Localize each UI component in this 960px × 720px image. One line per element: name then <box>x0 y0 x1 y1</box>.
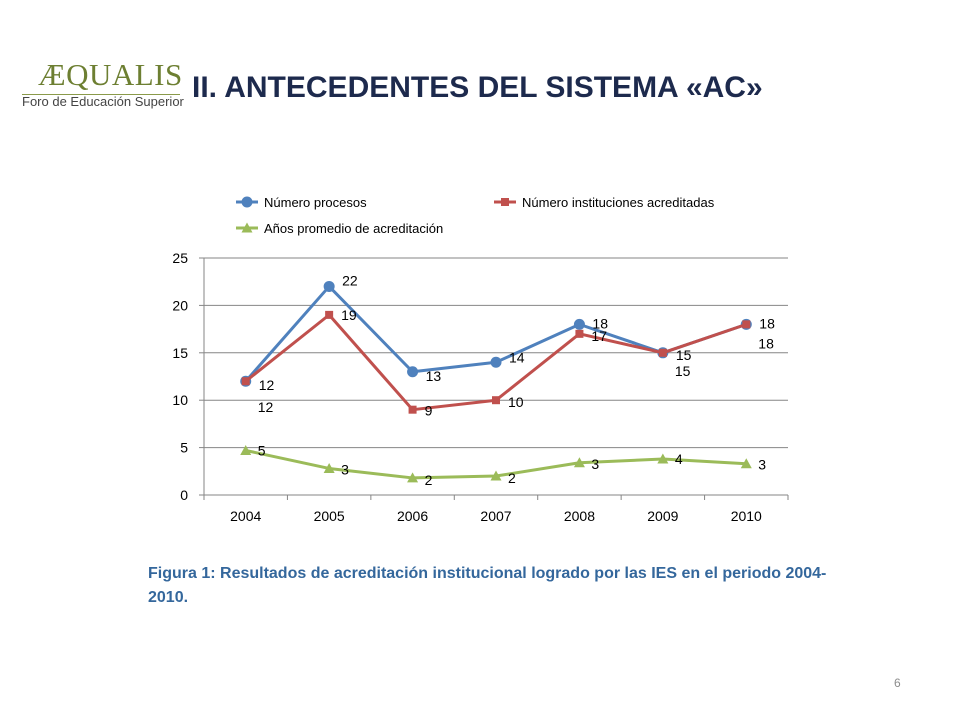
y-tick-label-10: 10 <box>172 392 188 408</box>
chart-legend: Número procesos Número instituciones acre… <box>236 195 715 236</box>
legend-marker <box>501 198 509 206</box>
logo-divider <box>22 94 180 95</box>
data-label-2006: 2 <box>425 472 433 488</box>
x-axis-tick-labels: 2004 2005 2006 2007 2008 2009 2010 <box>230 508 762 524</box>
data-point-2006 <box>407 366 419 378</box>
legend-label: Años promedio de acreditación <box>264 221 443 236</box>
series-2: 12 19 9 10 17 15 18 <box>241 307 774 419</box>
data-label-2004: 5 <box>258 442 266 458</box>
legend-marker <box>241 196 253 208</box>
gridlines <box>204 257 788 449</box>
data-point-2007 <box>490 356 502 368</box>
legend-label: Número instituciones acreditadas <box>522 195 715 210</box>
data-label-2008: 3 <box>591 456 599 472</box>
data-point-2006 <box>408 405 417 414</box>
y-tick-label-5: 5 <box>180 440 188 456</box>
data-label-2005: 22 <box>342 272 358 288</box>
x-tick-label-2005: 2005 <box>314 508 345 524</box>
logo-subtitle: Foro de Educación Superior <box>22 94 184 109</box>
x-tick-label-2006: 2006 <box>397 508 428 524</box>
data-label-2010: 18 <box>758 335 774 351</box>
data-point-2010 <box>742 320 751 329</box>
slide-title: II. ANTECEDENTES DEL SISTEMA «AC» <box>192 71 763 104</box>
data-label-2008: 17 <box>591 328 607 344</box>
data-label-2006: 9 <box>425 403 433 419</box>
data-label-2004: 12 <box>258 399 274 415</box>
data-label-2005: 3 <box>341 461 349 477</box>
data-label-2010: 3 <box>758 457 766 473</box>
data-point-2009 <box>657 453 669 464</box>
data-label-2008: 18 <box>592 315 608 331</box>
legend-item-1: Número procesos <box>236 195 367 210</box>
data-label-2010: 18 <box>759 315 775 331</box>
series-1: 12 22 13 14 18 15 18 <box>240 272 775 393</box>
page-number: 6 <box>894 676 901 690</box>
logo-wordmark: ÆQUALIS <box>38 57 183 92</box>
legend-marker <box>241 222 253 233</box>
data-point-2007 <box>490 470 502 481</box>
data-point-2006 <box>407 472 419 483</box>
data-label-2009: 4 <box>675 451 683 467</box>
legend-item-3: Años promedio de acreditación <box>236 221 443 236</box>
data-point-2004 <box>241 377 250 386</box>
y-tick-label-0: 0 <box>180 487 188 503</box>
x-tick-label-2004: 2004 <box>230 508 261 524</box>
chart-axes <box>199 257 789 500</box>
data-point-2008 <box>573 318 585 330</box>
data-point-2008 <box>575 329 584 338</box>
x-tick-label-2009: 2009 <box>647 508 678 524</box>
x-tick-label-2008: 2008 <box>564 508 595 524</box>
data-label-2007: 10 <box>508 394 524 410</box>
x-tick-label-2010: 2010 <box>731 508 762 524</box>
data-point-2008 <box>573 457 585 468</box>
data-point-2009 <box>658 348 667 357</box>
data-point-2004 <box>240 444 252 455</box>
data-label-2007: 14 <box>509 349 525 365</box>
data-point-2005 <box>323 462 335 473</box>
data-label-2006: 13 <box>426 368 442 384</box>
y-tick-label-25: 25 <box>172 250 188 266</box>
figure-caption: Figura 1: Resultados de acreditación ins… <box>148 565 827 606</box>
data-point-2005 <box>323 280 335 292</box>
data-label-2005: 19 <box>341 307 357 323</box>
legend-label: Número procesos <box>264 195 367 210</box>
x-tick-label-2007: 2007 <box>480 508 511 524</box>
data-label-2004: 12 <box>259 377 275 393</box>
y-axis-tick-labels: 0 5 10 15 20 25 <box>172 250 188 503</box>
aequalis-logo: ÆQUALIS Foro de Educación Superior <box>22 57 184 110</box>
data-point-2007 <box>492 396 500 405</box>
y-tick-label-20: 20 <box>172 297 188 313</box>
data-label-2007: 2 <box>508 470 516 486</box>
data-label-2009: 15 <box>676 347 692 363</box>
line-chart: Número procesos Número instituciones acre… <box>172 195 789 524</box>
series-3: 5 3 2 2 3 4 3 <box>240 442 766 488</box>
y-tick-label-15: 15 <box>172 345 188 361</box>
data-point-2010 <box>740 458 752 469</box>
data-label-2009: 15 <box>675 363 691 379</box>
legend-item-2: Número instituciones acreditadas <box>494 195 715 210</box>
data-point-2005 <box>325 310 334 319</box>
